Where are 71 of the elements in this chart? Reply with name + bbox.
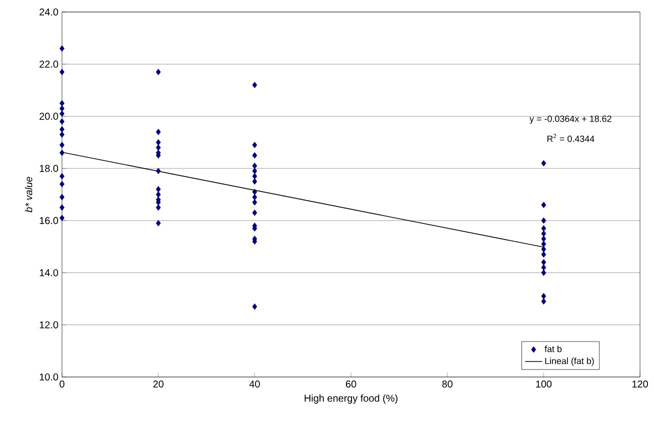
point xyxy=(60,100,64,106)
y-tick-label: 16.0 xyxy=(40,217,58,224)
point xyxy=(60,105,64,112)
x-tick-label: 60 xyxy=(346,380,356,388)
annotation: y = -0.0364x + 18.62 xyxy=(530,116,612,124)
point xyxy=(541,298,546,305)
y-tick-label: 24.0 xyxy=(40,8,58,16)
point xyxy=(252,168,258,174)
point xyxy=(60,110,64,117)
y-tick-label: 12.0 xyxy=(40,321,58,328)
point xyxy=(541,236,546,242)
point xyxy=(541,251,546,258)
x-tick-label: 20 xyxy=(153,380,164,388)
point xyxy=(156,168,161,174)
annotation: R$^{2}$ = 0.4344 xyxy=(547,134,594,142)
x-tick-label: 0 xyxy=(60,380,64,388)
point xyxy=(252,303,258,310)
point xyxy=(156,128,161,136)
point xyxy=(541,202,546,208)
point xyxy=(252,173,258,180)
point xyxy=(541,270,546,276)
point xyxy=(60,142,64,148)
point xyxy=(156,204,161,211)
point xyxy=(252,162,258,170)
point xyxy=(156,220,161,226)
point xyxy=(541,240,546,248)
point xyxy=(252,152,258,159)
point xyxy=(252,210,258,216)
point xyxy=(252,194,258,200)
point xyxy=(252,199,258,206)
point xyxy=(60,180,64,188)
x-tick-label: 80 xyxy=(442,380,452,388)
point xyxy=(541,259,546,266)
x-tick-label: 100 xyxy=(536,380,552,388)
y-axis-title: b* value xyxy=(24,176,32,212)
point xyxy=(60,194,64,200)
point xyxy=(541,217,546,224)
point xyxy=(252,188,258,196)
point xyxy=(252,82,258,88)
point xyxy=(541,292,546,300)
point xyxy=(541,160,546,166)
y-tick-label: 20.0 xyxy=(40,112,58,120)
point xyxy=(541,225,546,232)
point xyxy=(60,150,64,156)
x-axis-title: High energy food (%) xyxy=(304,394,398,404)
legend-label: Lineal (fat b) xyxy=(545,358,594,366)
point xyxy=(60,45,64,52)
y-tick-label: 18.0 xyxy=(40,164,58,172)
point xyxy=(60,126,64,133)
point xyxy=(252,142,258,148)
point xyxy=(541,264,546,271)
point xyxy=(156,144,161,151)
point xyxy=(541,230,546,237)
point xyxy=(60,173,64,180)
point xyxy=(156,186,161,192)
point xyxy=(60,118,64,125)
y-tick-label: 22.0 xyxy=(40,60,58,68)
point xyxy=(156,191,161,198)
point xyxy=(541,246,546,252)
point xyxy=(156,68,161,76)
point xyxy=(60,68,64,76)
y-tick-label: 14.0 xyxy=(40,269,58,276)
x-tick-label: 40 xyxy=(249,380,260,388)
legend-label: fat b xyxy=(544,346,562,352)
point xyxy=(60,204,64,211)
point xyxy=(60,131,64,138)
point xyxy=(60,214,64,222)
x-tick-label: 120 xyxy=(632,380,648,388)
point xyxy=(252,178,258,185)
point xyxy=(156,139,161,146)
y-tick-label: 10.0 xyxy=(40,373,58,381)
